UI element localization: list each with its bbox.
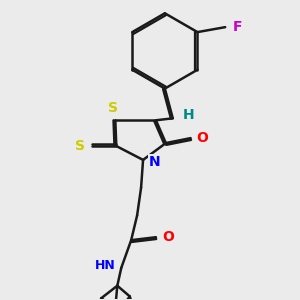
Text: O: O (196, 131, 208, 145)
Text: N: N (149, 155, 161, 169)
Text: S: S (108, 101, 118, 116)
Text: F: F (232, 20, 242, 34)
Text: O: O (162, 230, 174, 244)
Text: S: S (75, 139, 85, 153)
Text: H: H (183, 108, 194, 122)
Text: HN: HN (95, 260, 116, 272)
